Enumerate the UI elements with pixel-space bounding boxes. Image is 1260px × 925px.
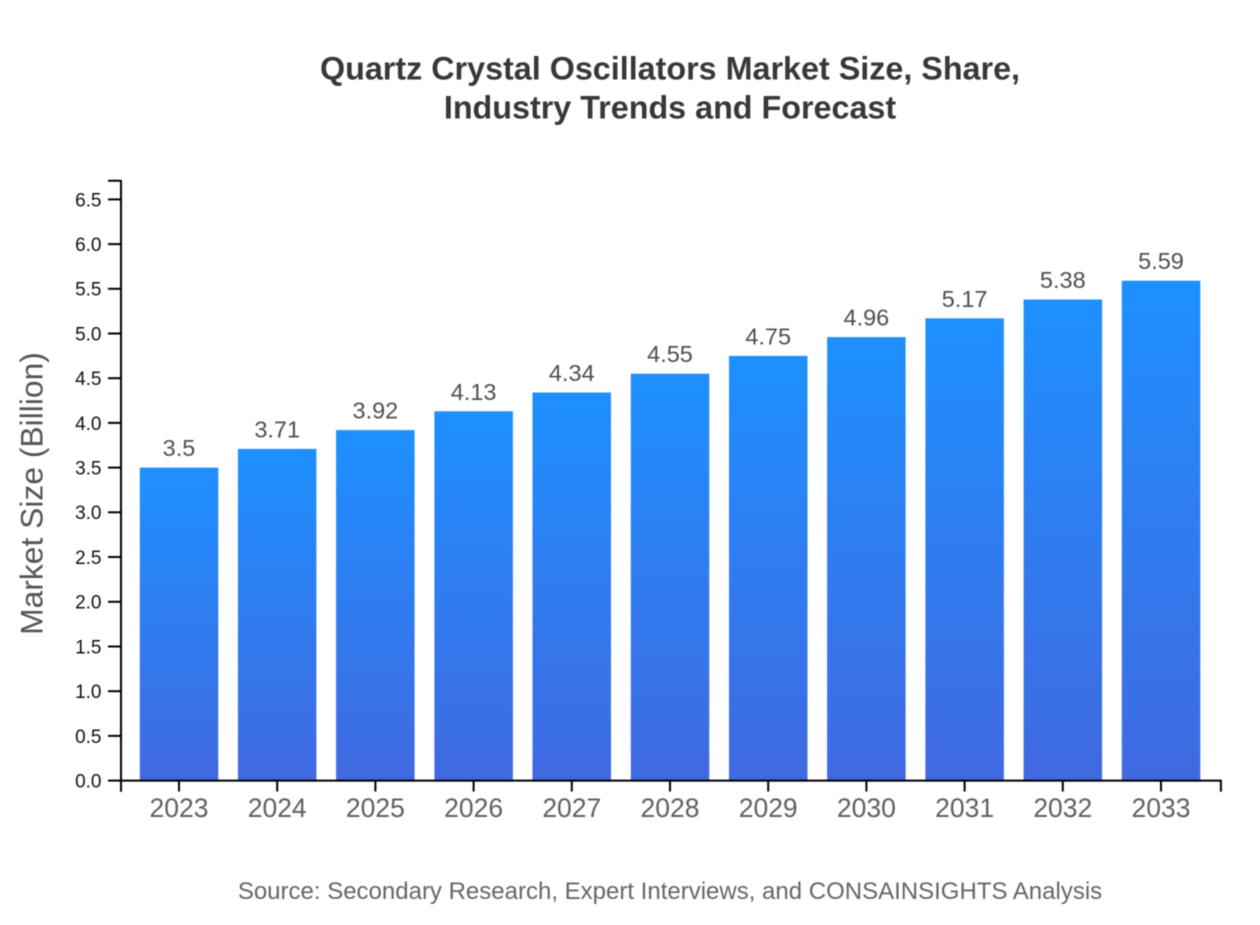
svg-text:3.71: 3.71 [254, 416, 300, 442]
svg-text:4.96: 4.96 [844, 305, 890, 331]
svg-text:2031: 2031 [935, 793, 994, 823]
svg-text:0.0: 0.0 [75, 772, 101, 793]
svg-text:1.0: 1.0 [75, 682, 101, 703]
svg-text:3.0: 3.0 [75, 503, 101, 524]
svg-text:Market Size (Billion): Market Size (Billion) [14, 352, 50, 635]
svg-text:4.34: 4.34 [549, 360, 595, 386]
svg-text:2027: 2027 [542, 793, 601, 823]
svg-text:5.59: 5.59 [1138, 248, 1184, 274]
svg-text:2028: 2028 [641, 793, 700, 823]
svg-text:0.5: 0.5 [75, 727, 101, 748]
svg-text:6.5: 6.5 [75, 190, 101, 211]
svg-text:2.0: 2.0 [75, 593, 101, 614]
svg-text:2029: 2029 [739, 793, 798, 823]
svg-text:Quartz Crystal Oscillators Mar: Quartz Crystal Oscillators Market Size, … [320, 50, 1020, 86]
svg-text:6.0: 6.0 [75, 235, 101, 256]
svg-text:2033: 2033 [1132, 793, 1191, 823]
svg-text:4.13: 4.13 [451, 379, 497, 405]
svg-text:5.17: 5.17 [942, 286, 988, 312]
svg-text:4.5: 4.5 [75, 369, 101, 390]
svg-text:Source: Secondary Research, Ex: Source: Secondary Research, Expert Inter… [238, 878, 1102, 905]
svg-text:2032: 2032 [1033, 793, 1092, 823]
svg-text:4.0: 4.0 [75, 414, 101, 435]
svg-text:2025: 2025 [346, 793, 405, 823]
svg-text:3.5: 3.5 [75, 459, 101, 480]
svg-text:2030: 2030 [837, 793, 896, 823]
svg-text:Industry Trends and Forecast: Industry Trends and Forecast [444, 90, 897, 126]
svg-text:2026: 2026 [444, 793, 503, 823]
svg-text:2.5: 2.5 [75, 548, 101, 569]
svg-text:4.55: 4.55 [647, 341, 693, 367]
svg-text:3.5: 3.5 [163, 435, 196, 461]
svg-text:5.0: 5.0 [75, 324, 101, 345]
svg-text:2023: 2023 [150, 793, 209, 823]
svg-text:5.38: 5.38 [1040, 267, 1086, 293]
svg-text:2024: 2024 [248, 793, 307, 823]
svg-text:3.92: 3.92 [353, 398, 399, 424]
svg-text:4.75: 4.75 [745, 323, 791, 349]
svg-text:1.5: 1.5 [75, 637, 101, 658]
svg-text:5.5: 5.5 [75, 280, 101, 301]
